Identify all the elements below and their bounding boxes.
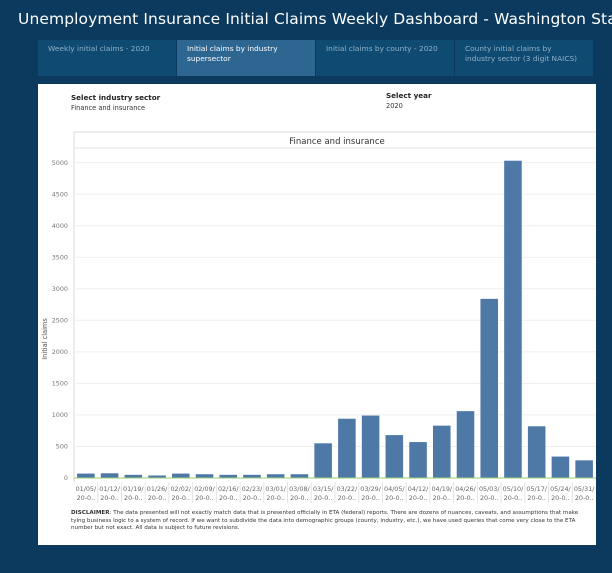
x-tick-label: 05/10/ xyxy=(503,485,524,493)
bar[interactable] xyxy=(361,415,380,478)
x-tick-label: 02/16/ xyxy=(218,485,239,493)
disclaimer-text: : The data presented will not exactly ma… xyxy=(71,510,579,532)
x-tick-sublabel: 20-0.. xyxy=(171,494,190,502)
bar[interactable] xyxy=(338,418,356,478)
bar[interactable] xyxy=(290,474,309,478)
x-tick-label: 01/12/ xyxy=(99,485,120,493)
x-tick-label: 02/09/ xyxy=(194,485,215,493)
x-tick-sublabel: 20-0.. xyxy=(195,494,214,502)
bar[interactable] xyxy=(100,473,119,478)
y-tick-label: 2500 xyxy=(52,317,68,325)
x-axis-ticks: 01/05/20-0..01/12/20-0..01/19/20-0..01/2… xyxy=(76,482,595,503)
bar[interactable] xyxy=(575,460,593,478)
bar[interactable] xyxy=(219,474,238,478)
x-tick-label: 04/26/ xyxy=(455,485,476,493)
x-tick-sublabel: 20-0.. xyxy=(243,494,262,502)
x-tick-sublabel: 20-0.. xyxy=(504,494,523,502)
x-tick-sublabel: 20-0.. xyxy=(77,494,96,502)
year-filter-label: Select year xyxy=(386,91,432,100)
x-tick-label: 05/17/ xyxy=(526,485,547,493)
bar[interactable] xyxy=(124,474,143,478)
x-tick-label: 01/19/ xyxy=(123,485,144,493)
bar[interactable] xyxy=(480,298,499,478)
x-tick-sublabel: 20-0.. xyxy=(480,494,499,502)
bar[interactable] xyxy=(171,473,190,478)
industry-filter-label: Select industry sector xyxy=(71,93,161,102)
x-tick-sublabel: 20-0.. xyxy=(361,494,380,502)
x-tick-label: 03/15/ xyxy=(313,485,334,493)
x-tick-label: 04/05/ xyxy=(384,485,405,493)
bars xyxy=(74,160,596,479)
y-tick-label: 3500 xyxy=(52,253,68,261)
x-tick-sublabel: 20-0.. xyxy=(527,494,546,502)
x-tick-sublabel: 20-0.. xyxy=(575,494,594,502)
y-tick-label: 4000 xyxy=(52,222,68,230)
x-tick-label: 04/12/ xyxy=(408,485,429,493)
disclaimer: DISCLAIMER: The data presented will not … xyxy=(71,510,586,533)
x-tick-sublabel: 20-0.. xyxy=(314,494,333,502)
x-tick-label: 03/29/ xyxy=(360,485,381,493)
bar-chart: 0 500 1000 1500 2000 2500 3000 3500 4000 4500 5000… xyxy=(41,131,596,503)
y-axis-ticks: 0 500 1000 1500 2000 2500 3000 3500 4000 4500 5000 xyxy=(52,159,68,482)
tab-bar: Weekly initial claims - 2020 Initial cla… xyxy=(38,40,596,76)
y-tick-label: 0 xyxy=(64,474,68,482)
x-tick-sublabel: 20-0.. xyxy=(266,494,285,502)
x-tick-sublabel: 20-0.. xyxy=(432,494,451,502)
bar[interactable] xyxy=(551,456,570,478)
x-tick-sublabel: 20-0.. xyxy=(290,494,309,502)
tab-claims-by-industry[interactable]: Initial claims by industry supersector xyxy=(177,40,316,76)
x-tick-label: 04/19/ xyxy=(431,485,452,493)
x-tick-label: 01/05/ xyxy=(76,485,97,493)
bar[interactable] xyxy=(243,474,261,478)
y-tick-label: 4500 xyxy=(52,190,68,198)
bar[interactable] xyxy=(432,425,451,478)
y-tick-label: 1000 xyxy=(52,411,68,419)
footer-strip xyxy=(12,545,604,573)
x-tick-sublabel: 20-0.. xyxy=(551,494,570,502)
dashboard-panel: Select industry sector Finance and insur… xyxy=(38,84,596,548)
disclaimer-label: DISCLAIMER xyxy=(71,510,110,516)
x-tick-sublabel: 20-0.. xyxy=(219,494,238,502)
x-tick-sublabel: 20-0.. xyxy=(385,494,404,502)
dashboard-title: Unemployment Insurance Initial Claims We… xyxy=(18,10,612,28)
bar[interactable] xyxy=(527,426,546,478)
x-tick-label: 02/23/ xyxy=(242,485,263,493)
x-tick-sublabel: 20-0.. xyxy=(148,494,167,502)
x-tick-sublabel: 20-0.. xyxy=(338,494,357,502)
bar[interactable] xyxy=(314,443,332,478)
x-tick-label: 05/03/ xyxy=(479,485,500,493)
x-tick-sublabel: 20-0.. xyxy=(100,494,119,502)
bar[interactable] xyxy=(456,411,475,478)
industry-filter-value[interactable]: Finance and insurance xyxy=(71,104,146,112)
x-tick-label: 03/22/ xyxy=(337,485,358,493)
x-tick-label: 05/31/ xyxy=(574,485,595,493)
y-axis-label: Initial claims xyxy=(41,318,49,360)
x-tick-label: 03/01/ xyxy=(265,485,286,493)
bar[interactable] xyxy=(385,435,404,478)
x-tick-label: 02/02/ xyxy=(170,485,191,493)
bar[interactable] xyxy=(504,160,522,478)
bar[interactable] xyxy=(77,473,95,478)
bar[interactable] xyxy=(409,442,427,478)
tab-county-by-industry[interactable]: County initial claims by industry sector… xyxy=(455,40,594,76)
x-tick-sublabel: 20-0.. xyxy=(124,494,143,502)
tab-claims-by-county[interactable]: Initial claims by county - 2020 xyxy=(316,40,455,76)
x-tick-label: 05/24/ xyxy=(550,485,571,493)
y-tick-label: 500 xyxy=(56,443,68,451)
x-tick-label: 03/08/ xyxy=(289,485,310,493)
y-tick-label: 1500 xyxy=(52,380,68,388)
tab-weekly-initial-claims[interactable]: Weekly initial claims - 2020 xyxy=(38,40,177,76)
chart-title: Finance and insurance xyxy=(289,137,384,147)
y-tick-label: 5000 xyxy=(52,159,68,167)
year-filter-value[interactable]: 2020 xyxy=(386,102,403,110)
bar[interactable] xyxy=(195,474,214,478)
bar[interactable] xyxy=(148,475,166,478)
bar[interactable] xyxy=(266,474,285,478)
y-tick-label: 3000 xyxy=(52,285,68,293)
x-tick-label: 01/26/ xyxy=(147,485,168,493)
y-tick-label: 2000 xyxy=(52,348,68,356)
x-tick-sublabel: 20-0.. xyxy=(456,494,475,502)
x-tick-sublabel: 20-0.. xyxy=(409,494,428,502)
